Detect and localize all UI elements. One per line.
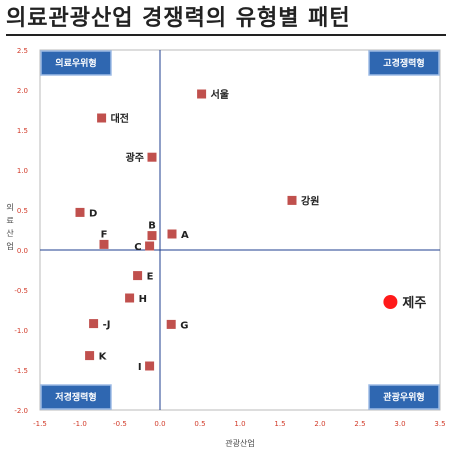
data-point-highlight [383, 295, 398, 309]
data-point [166, 319, 176, 329]
x-tick-label: -1.0 [73, 420, 87, 428]
data-point [167, 229, 177, 239]
y-tick-label: 0.0 [17, 247, 28, 255]
data-point [75, 207, 85, 217]
data-point-label: E [147, 272, 154, 283]
data-point-label: G [180, 320, 188, 331]
data-point [145, 241, 155, 251]
data-point [287, 195, 297, 205]
y-tick-label: 0.5 [17, 207, 28, 215]
x-tick-label: 0.5 [194, 420, 205, 428]
page-title: 의료관광산업 경쟁력의 유형별 패턴 [6, 4, 446, 36]
quadrant-label-top-right: 고경쟁력형 [383, 57, 424, 69]
x-tick-label: 3.0 [394, 420, 405, 428]
data-point-label: 서울 [211, 88, 229, 101]
x-tick-label: 1.5 [274, 420, 285, 428]
x-tick-label: 2.5 [354, 420, 365, 428]
x-axis-label: 관광산업 [225, 438, 254, 448]
quadrant-badge-top-right [368, 50, 440, 76]
x-tick-label: -0.5 [113, 420, 127, 428]
data-point-label: I [138, 362, 142, 373]
data-point-label: A [181, 230, 189, 241]
x-tick-label: 1.0 [234, 420, 245, 428]
x-tick-label: 0.0 [154, 420, 165, 428]
data-point [147, 231, 157, 241]
quadrant-badge-top-left [40, 50, 112, 76]
y-tick-label: -1.0 [14, 327, 28, 335]
x-tick-label: -1.5 [33, 420, 47, 428]
data-point [97, 113, 107, 123]
data-point [85, 351, 95, 361]
y-tick-label: -0.5 [14, 287, 28, 295]
data-point [147, 152, 157, 162]
quadrant-label-bottom-left: 저경쟁력형 [55, 391, 96, 403]
tick-labels: -1.5 -1.0 -0.5 0.0 0.5 1.0 1.5 2.0 2.5 3.0 3.5 -2.0… [14, 47, 445, 428]
quadrant-label-bottom-right: 관광우위형 [383, 391, 424, 403]
y-tick-label: 1.5 [17, 127, 28, 135]
data-point-label: -J [103, 320, 111, 331]
data-point [133, 271, 143, 281]
data-point-label: 강원 [301, 194, 319, 207]
quadrant-badge-bottom-right [368, 384, 440, 410]
data-point-label: B [148, 221, 156, 232]
data-point [125, 293, 135, 303]
data-point-label: H [139, 294, 147, 305]
y-tick-label: -1.5 [14, 367, 28, 375]
data-point-label: 제주 [402, 296, 426, 311]
data-point [89, 319, 99, 329]
data-point-label: 대전 [111, 112, 129, 125]
axes [40, 50, 440, 410]
data-point-label: C [134, 242, 141, 253]
x-tick-label: 2.0 [314, 420, 325, 428]
plot-frame [39, 49, 441, 411]
y-tick-label: -2.0 [14, 407, 28, 415]
quadrant-label-top-left: 의료우위형 [55, 57, 96, 69]
quadrant-badge-bottom-left [40, 384, 112, 410]
x-tick-label: 3.5 [434, 420, 445, 428]
data-point [145, 361, 155, 371]
y-tick-label: 2.5 [17, 47, 28, 55]
data-point-label: 광주 [126, 152, 144, 164]
y-tick-label: 2.0 [17, 87, 28, 95]
data-point-label: K [99, 352, 108, 363]
data-point [197, 89, 207, 99]
y-tick-label: 1.0 [17, 167, 28, 175]
data-point-label: D [89, 208, 97, 219]
data-point [99, 239, 109, 249]
data-point-label: F [101, 229, 108, 240]
